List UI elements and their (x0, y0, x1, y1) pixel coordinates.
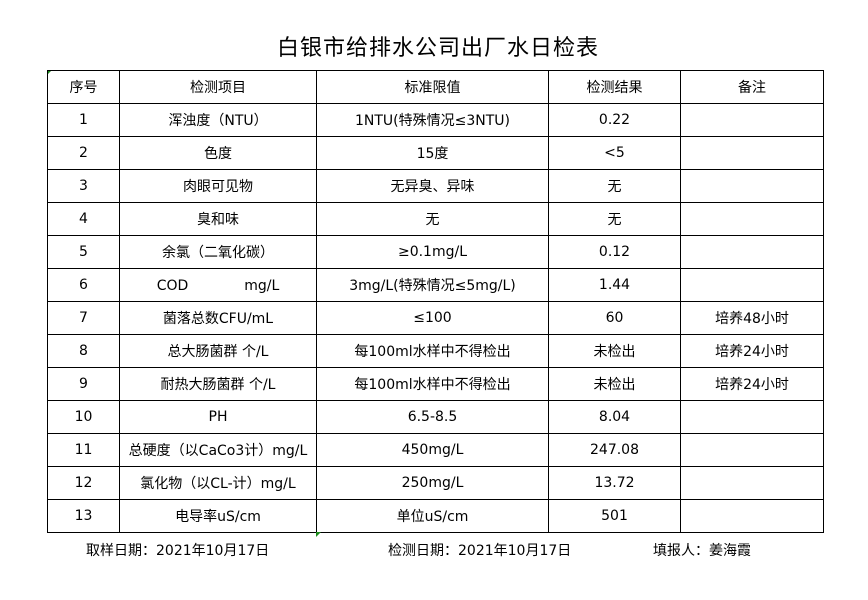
standard-limit-cell[interactable]: 6.5-8.5 (316, 400, 549, 434)
remark-cell[interactable]: 培养48小时 (680, 301, 824, 335)
header-cell[interactable]: 序号 (47, 70, 120, 104)
row-number-cell[interactable]: 7 (47, 301, 120, 335)
standard-limit-cell[interactable]: 3mg/L(特殊情况≤5mg/L) (316, 268, 549, 302)
remark-cell[interactable] (680, 433, 824, 467)
test-date: 检测日期：2021年10月17日 (388, 543, 572, 559)
test-item-cell[interactable]: COD mg/L (119, 268, 317, 302)
standard-limit-cell[interactable]: 450mg/L (316, 433, 549, 467)
header-cell[interactable]: 检测项目 (119, 70, 317, 104)
row-number-cell[interactable]: 6 (47, 268, 120, 302)
test-item-cell[interactable]: 浑浊度（NTU） (119, 103, 317, 137)
header-cell[interactable]: 检测结果 (548, 70, 681, 104)
page-title: 白银市给排水公司出厂水日检表 (276, 36, 599, 61)
row-number-cell[interactable]: 10 (47, 400, 120, 434)
test-item-cell[interactable]: 肉眼可见物 (119, 169, 317, 203)
test-result-cell[interactable]: 13.72 (548, 466, 681, 500)
cell-marker (316, 532, 321, 537)
standard-limit-cell[interactable]: ≥0.1mg/L (316, 235, 549, 269)
table-row: 2 色度 15度 <5 (47, 136, 824, 170)
table-row: 13 电导率uS/cm 单位uS/cm 501 (47, 499, 824, 533)
standard-limit-cell[interactable]: 无 (316, 202, 549, 236)
header-cell[interactable]: 标准限值 (316, 70, 549, 104)
table-row: 11 总硬度（以CaCo3计）mg/L 450mg/L 247.08 (47, 433, 824, 467)
test-item-cell[interactable]: 色度 (119, 136, 317, 170)
remark-cell[interactable] (680, 400, 824, 434)
table-row: 6 COD mg/L 3mg/L(特殊情况≤5mg/L) 1.44 (47, 268, 824, 302)
test-result-cell[interactable]: 247.08 (548, 433, 681, 467)
test-item-cell[interactable]: 菌落总数CFU/mL (119, 301, 317, 335)
inspection-table: 序号 检测项目 标准限值 检测结果 备注 1 浑浊度（NTU） 1NTU(特殊情况≤… (47, 70, 824, 533)
standard-limit-cell[interactable]: 每100ml水样中不得检出 (316, 334, 549, 368)
test-result-cell[interactable]: 0.22 (548, 103, 681, 137)
table-row: 4 臭和味无无 (47, 202, 824, 236)
test-result-cell[interactable]: 无 (548, 169, 681, 203)
remark-cell[interactable]: 培养24小时 (680, 367, 824, 401)
table-row: 3 肉眼可见物 无异臭、异味无 (47, 169, 824, 203)
test-item-cell[interactable]: 电导率uS/cm (119, 499, 317, 533)
table-row: 1 浑浊度（NTU） 1NTU(特殊情况≤3NTU) 0.22 (47, 103, 824, 137)
table-row: 9 耐热大肠菌群 个/L 每100ml水样中不得检出 未检出 培养24小时 (47, 367, 824, 401)
test-item-cell[interactable]: 余氯（二氧化碳） (119, 235, 317, 269)
test-result-cell[interactable]: <5 (548, 136, 681, 170)
standard-limit-cell[interactable]: 15度 (316, 136, 549, 170)
row-number-cell[interactable]: 13 (47, 499, 120, 533)
standard-limit-cell[interactable]: 250mg/L (316, 466, 549, 500)
test-result-cell[interactable]: 1.44 (548, 268, 681, 302)
test-item-cell[interactable]: 总大肠菌群 个/L (119, 334, 317, 368)
remark-cell[interactable] (680, 499, 824, 533)
table-row: 8 总大肠菌群 个/L 每100ml水样中不得检出 未检出 培养24小时 (47, 334, 824, 368)
table-row: 7 菌落总数CFU/mL ≤100 60 培养48小时 (47, 301, 824, 335)
row-number-cell[interactable]: 8 (47, 334, 120, 368)
test-item-cell[interactable]: 臭和味 (119, 202, 317, 236)
remark-cell[interactable] (680, 103, 824, 137)
standard-limit-cell[interactable]: 单位uS/cm (316, 499, 549, 533)
row-number-cell[interactable]: 5 (47, 235, 120, 269)
row-number-cell[interactable]: 11 (47, 433, 120, 467)
test-result-cell[interactable]: 501 (548, 499, 681, 533)
standard-limit-cell[interactable]: 每100ml水样中不得检出 (316, 367, 549, 401)
test-item-cell[interactable]: 耐热大肠菌群 个/L (119, 367, 317, 401)
reporter: 填报人：姜海霞 (653, 543, 751, 559)
test-result-cell[interactable]: 60 (548, 301, 681, 335)
row-number-cell[interactable]: 4 (47, 202, 120, 236)
row-number-cell[interactable]: 12 (47, 466, 120, 500)
table-row: 5 余氯（二氧化碳） ≥0.1mg/L 0.12 (47, 235, 824, 269)
remark-cell[interactable] (680, 169, 824, 203)
test-item-cell[interactable]: 氯化物（以CL-计）mg/L (119, 466, 317, 500)
standard-limit-cell[interactable]: ≤100 (316, 301, 549, 335)
header-row: 序号 检测项目 标准限值 检测结果 备注 (47, 70, 824, 104)
test-item-cell[interactable]: 总硬度（以CaCo3计）mg/L (119, 433, 317, 467)
row-number-cell[interactable]: 2 (47, 136, 120, 170)
test-result-cell[interactable]: 未检出 (548, 334, 681, 368)
standard-limit-cell[interactable]: 1NTU(特殊情况≤3NTU) (316, 103, 549, 137)
remark-cell[interactable] (680, 235, 824, 269)
row-number-cell[interactable]: 9 (47, 367, 120, 401)
standard-limit-cell[interactable]: 无异臭、异味 (316, 169, 549, 203)
table-row: 10 PH 6.5-8.5 8.04 (47, 400, 824, 434)
remark-cell[interactable] (680, 202, 824, 236)
row-number-cell[interactable]: 1 (47, 103, 120, 137)
test-item-cell[interactable]: PH (119, 400, 317, 434)
remark-cell[interactable]: 培养24小时 (680, 334, 824, 368)
sample-date: 取样日期：2021年10月17日 (86, 543, 270, 559)
test-result-cell[interactable]: 0.12 (548, 235, 681, 269)
test-result-cell[interactable]: 无 (548, 202, 681, 236)
remark-cell[interactable] (680, 268, 824, 302)
row-number-cell[interactable]: 3 (47, 169, 120, 203)
remark-cell[interactable] (680, 136, 824, 170)
test-result-cell[interactable]: 8.04 (548, 400, 681, 434)
table-row: 12 氯化物（以CL-计）mg/L 250mg/L 13.72 (47, 466, 824, 500)
remark-cell[interactable] (680, 466, 824, 500)
header-cell[interactable]: 备注 (680, 70, 824, 104)
test-result-cell[interactable]: 未检出 (548, 367, 681, 401)
